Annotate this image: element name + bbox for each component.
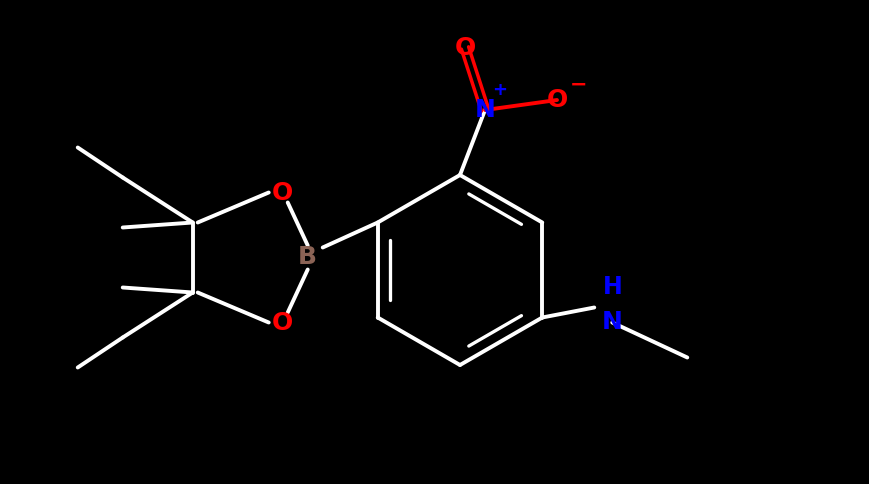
Text: O: O: [272, 181, 293, 205]
Text: O: O: [454, 36, 475, 60]
Text: H: H: [601, 275, 621, 300]
Text: N: N: [474, 98, 494, 122]
Text: O: O: [272, 311, 293, 334]
Text: N: N: [601, 311, 622, 334]
Text: B: B: [298, 245, 317, 270]
Text: +: +: [492, 81, 507, 99]
Text: O: O: [546, 88, 567, 112]
Text: −: −: [569, 75, 587, 95]
